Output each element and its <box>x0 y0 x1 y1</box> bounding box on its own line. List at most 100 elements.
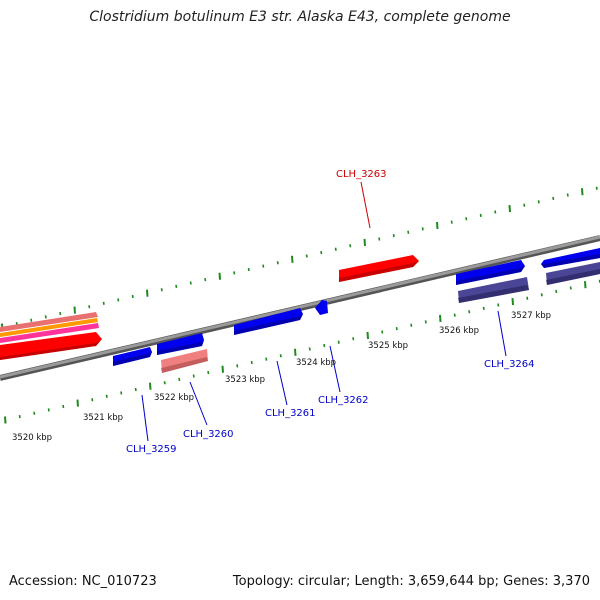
minor-tick <box>233 271 236 275</box>
minor-tick <box>337 340 340 344</box>
minor-tick <box>178 377 181 382</box>
minor-tick <box>265 357 268 361</box>
minor-tick <box>88 305 91 309</box>
major-tick <box>508 205 511 213</box>
gene-clh-3263[interactable] <box>339 255 419 282</box>
minor-tick <box>120 391 123 395</box>
minor-tick <box>482 306 485 310</box>
gene-clh-3259[interactable] <box>113 347 152 366</box>
minor-tick <box>378 237 381 241</box>
map-title: Clostridium botulinum E3 str. Alaska E43… <box>89 9 511 25</box>
scale-label: 3526 kbp <box>439 326 479 336</box>
minor-tick <box>44 315 47 319</box>
topology-text: Topology: circular; Length: 3,659,644 bp… <box>232 574 590 589</box>
minor-tick <box>262 264 265 268</box>
gene-label-clh-3264[interactable]: CLH_3264 <box>484 359 535 370</box>
minor-tick <box>595 186 598 190</box>
minor-tick <box>566 193 569 197</box>
gene-label-clh-3262[interactable]: CLH_3262 <box>318 395 369 406</box>
minor-tick <box>407 230 410 234</box>
minor-tick <box>189 281 192 285</box>
minor-tick <box>497 303 500 307</box>
minor-tick <box>569 286 572 290</box>
scale-label: 3524 kbp <box>296 358 336 368</box>
minor-tick <box>308 347 311 351</box>
minor-tick <box>552 196 555 201</box>
gene-clh-3264-reverse[interactable] <box>458 277 529 303</box>
minor-tick <box>30 318 33 322</box>
minor-tick <box>465 217 468 221</box>
scale-labels: 3520 kbp 3521 kbp 3522 kbp 3523 kbp 3524 kbp… <box>12 311 551 443</box>
minor-tick <box>163 381 166 385</box>
gene-label-clh-3260[interactable]: CLH_3260 <box>183 429 234 440</box>
minor-tick <box>352 337 355 341</box>
major-tick <box>73 306 76 314</box>
minor-tick <box>395 327 398 331</box>
gene-clh-3264-forward[interactable] <box>456 260 525 285</box>
minor-tick <box>175 284 178 289</box>
minor-tick <box>453 313 456 317</box>
minor-tick <box>450 220 453 224</box>
major-tick <box>439 314 442 323</box>
minor-tick <box>250 360 253 365</box>
minor-tick <box>192 374 195 378</box>
minor-tick <box>18 414 21 419</box>
gene-clh-3260-forward[interactable] <box>157 333 204 355</box>
gene-clh-3260-reverse[interactable] <box>161 349 208 373</box>
major-tick <box>294 348 297 356</box>
minor-tick <box>160 288 163 292</box>
gene-clh-3261[interactable] <box>234 308 303 335</box>
minor-tick <box>540 293 543 297</box>
major-tick <box>511 298 514 306</box>
scale-label: 3520 kbp <box>12 433 52 443</box>
minor-tick <box>381 330 384 334</box>
minor-tick <box>468 310 471 314</box>
gene-label-clh-3259[interactable]: CLH_3259 <box>126 444 177 455</box>
major-tick <box>363 238 366 246</box>
minor-tick <box>247 267 250 272</box>
minor-tick <box>494 210 497 214</box>
minor-tick <box>410 323 413 327</box>
accession-text: Accession: NC_010723 <box>9 574 157 589</box>
minor-tick <box>479 213 482 217</box>
minor-tick <box>537 200 540 204</box>
minor-tick <box>305 254 308 258</box>
minor-tick <box>117 298 120 302</box>
minor-tick <box>320 250 323 255</box>
minor-tick <box>421 227 424 231</box>
gene-clh-3262[interactable] <box>315 300 328 315</box>
minor-tick <box>523 203 526 207</box>
minor-tick <box>236 364 239 368</box>
scale-label: 3527 kbp <box>511 311 551 321</box>
major-tick <box>291 255 294 263</box>
minor-tick <box>33 411 36 415</box>
gene-right-reverse[interactable] <box>546 262 600 285</box>
gene-right-forward[interactable] <box>541 248 600 268</box>
scale-label: 3521 kbp <box>83 413 123 423</box>
scale-label: 3522 kbp <box>154 393 194 403</box>
genome-backbone-highlight <box>0 235 600 379</box>
minor-tick <box>105 394 108 398</box>
minor-tick <box>424 320 427 324</box>
minor-tick <box>323 343 326 348</box>
minor-tick <box>207 371 210 375</box>
minor-tick <box>279 354 282 358</box>
minor-tick <box>134 387 137 392</box>
minor-tick <box>334 247 337 251</box>
gene-label-clh-3261[interactable]: CLH_3261 <box>265 408 316 419</box>
major-tick <box>4 416 7 424</box>
outer-tick-ring <box>1 186 598 331</box>
inner-tick-ring <box>4 279 600 424</box>
major-tick <box>581 188 584 196</box>
gene-label-clh-3263[interactable]: CLH_3263 <box>336 169 387 180</box>
label-leaders <box>141 181 507 442</box>
major-tick <box>218 272 221 280</box>
major-tick <box>436 221 439 230</box>
minor-tick <box>204 278 207 282</box>
minor-tick <box>526 296 529 300</box>
minor-tick <box>91 398 94 402</box>
minor-tick <box>276 261 279 265</box>
minor-tick <box>102 301 105 305</box>
minor-tick <box>59 311 62 316</box>
